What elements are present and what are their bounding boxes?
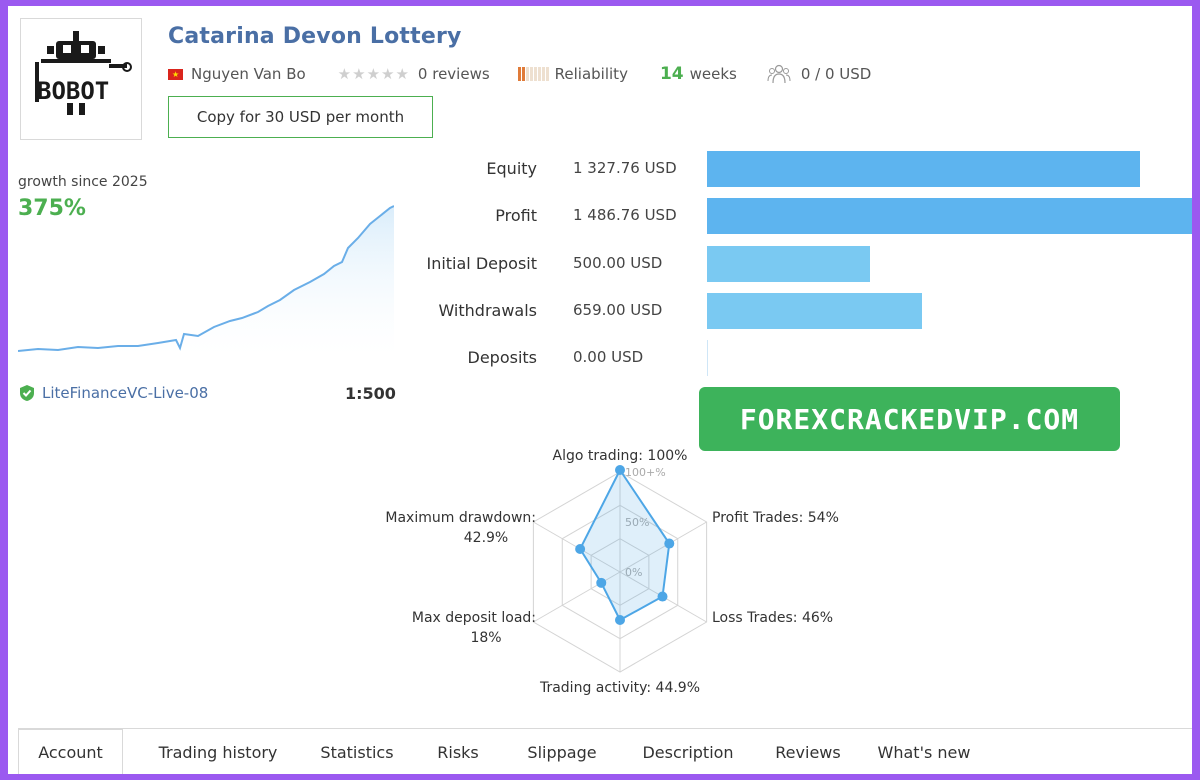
radar-chart: 100+% 50% 0% Algo trading: 100% Profit Trade… [385,448,839,696]
bar-fill [707,198,1192,234]
signal-meta-row: Nguyen Van Bo ★★★★★ 0 reviews Reliabilit… [168,64,871,84]
radar-point [615,465,625,475]
bar-row[interactable]: Profit 1 486.76 USD [388,198,1192,234]
radar-axis-label: Algo trading: 100% [553,448,688,464]
tab-account[interactable]: Account [18,728,123,774]
reviews-count[interactable]: 0 reviews [417,65,490,83]
radar-axis-value: 42.9% [464,530,508,546]
radar-point [657,591,668,602]
reliability-bar [525,67,529,81]
bar-label: Deposits [467,348,538,367]
radar-axis-label: Profit Trades: 54% [712,510,839,526]
bar-value: 1 486.76 USD [573,206,677,224]
reliability-bar [545,67,549,81]
radar-point [664,538,675,549]
reliability-bar [537,67,541,81]
radar-axis-line [619,521,707,573]
radar-axis-label: Loss Trades: 46% [712,610,833,626]
bar-fill [707,246,870,282]
bar-row[interactable]: Initial Deposit 500.00 USD [388,246,1192,282]
growth-label: growth since 2025 [18,174,148,190]
signal-title[interactable]: Catarina Devon Lottery [168,24,462,49]
logo-text: BOBOT [37,77,109,105]
radar-axis-label: Max deposit load: [412,610,536,626]
bar-value: 500.00 USD [573,254,663,272]
bar-row[interactable]: Withdrawals 659.00 USD [388,293,1192,329]
subscribers-value: 0 / 0 USD [800,65,872,83]
watermark-banner: FOREXCRACKEDVIP.COM [699,387,1120,451]
tab-reviews[interactable]: Reviews [775,742,841,762]
bar-value: 0.00 USD [573,348,644,366]
tab-statistics[interactable]: Statistics [320,742,394,762]
bar-label: Profit [495,206,537,225]
bar-fill [707,293,922,329]
bar-label: Initial Deposit [426,254,537,273]
broker-server[interactable]: LiteFinanceVC-Live-08 [18,384,208,402]
bar-row[interactable]: Deposits 0.00 USD [388,340,1192,376]
bar-value: 659.00 USD [573,301,663,319]
bar-fill [707,340,708,376]
tab-risks[interactable]: Risks [437,742,479,762]
tab-trading-history[interactable]: Trading history [158,742,278,762]
reliability-bar [529,67,533,81]
tab-bar: Account Trading history Statistics Risks Sli… [18,728,1192,774]
growth-area [18,206,394,356]
rating-stars-icon: ★★★★★ [337,65,410,83]
reliability-label: Reliability [554,65,628,83]
radar-tick-label: 50% [625,516,649,529]
reliability-bar [521,67,525,81]
server-name[interactable]: LiteFinanceVC-Live-08 [42,384,209,402]
radar-axis-label: Trading activity: 44.9% [539,680,700,696]
tab-description[interactable]: Description [642,742,734,762]
weeks-label: weeks [689,65,737,83]
radar-axis-value: 18% [470,630,501,646]
radar-point [615,615,625,626]
reliability-bars-icon [517,67,549,81]
radar-axis-label: Maximum drawdown: [385,510,536,526]
bar-value: 1 327.76 USD [573,159,677,177]
radar-tick-label: 100+% [625,466,666,479]
tab-slippage[interactable]: Slippage [527,742,597,762]
growth-chart[interactable] [18,196,394,356]
bar-label: Equity [486,159,537,178]
weeks-count: 14 [659,64,684,84]
robot-logo-icon: BOBOT [35,31,132,115]
reliability-bar [517,67,521,81]
leverage-value: 1:500 [345,384,396,403]
verified-shield-icon [20,385,34,401]
signal-avatar[interactable]: BOBOT [20,18,142,140]
reliability-bar [533,67,537,81]
growth-value: 375% [18,196,86,221]
radar-point [596,577,607,588]
subscribers-icon [767,64,791,84]
growth-line [18,205,394,352]
radar-point [575,543,586,554]
vietnam-flag-icon [168,68,183,80]
tab-what-s-new[interactable]: What's new [877,742,971,762]
bar-row[interactable]: Equity 1 327.76 USD [388,151,1192,187]
bar-label: Withdrawals [438,301,537,320]
reliability-bar [541,67,545,81]
bar-fill [707,151,1140,187]
copy-subscription-button[interactable]: Copy for 30 USD per month [168,96,433,138]
author-name[interactable]: Nguyen Van Bo [191,65,306,83]
page-frame: BOBOT Catarina Devon Lottery Nguyen Van … [8,6,1192,774]
radar-tick-label: 0% [625,566,642,579]
